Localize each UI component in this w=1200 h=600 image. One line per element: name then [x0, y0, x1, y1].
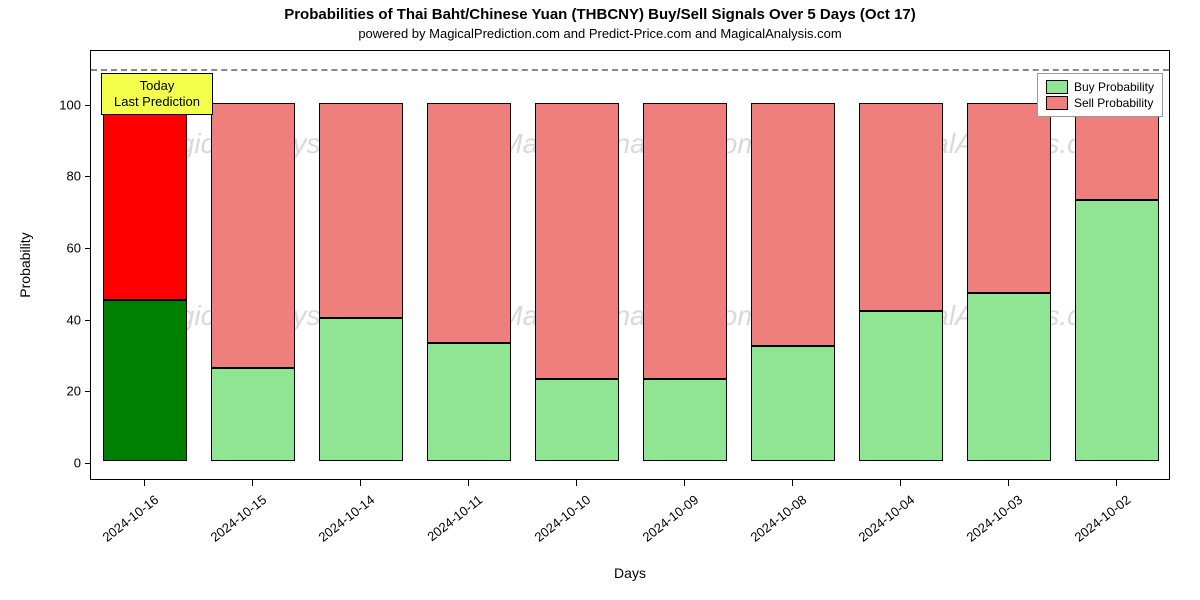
sell-bar [211, 103, 295, 368]
buy-bar [319, 318, 403, 461]
sell-bar [967, 103, 1051, 293]
xtick-label: 2024-10-03 [953, 492, 1025, 553]
xtick-mark [144, 480, 145, 486]
bars-container [91, 51, 1169, 479]
buy-bar [535, 379, 619, 461]
legend-label: Buy Probability [1074, 80, 1154, 94]
chart-title: Probabilities of Thai Baht/Chinese Yuan … [0, 6, 1200, 23]
bar-slot [643, 49, 727, 479]
xtick-mark [576, 480, 577, 486]
legend: Buy Probability Sell Probability [1037, 73, 1163, 117]
xtick-label: 2024-10-14 [305, 492, 377, 553]
bar-slot [427, 49, 511, 479]
legend-item: Buy Probability [1046, 79, 1154, 95]
sell-bar [751, 103, 835, 347]
sell-bar [319, 103, 403, 318]
ytick-label: 20 [41, 384, 81, 399]
buy-bar [427, 343, 511, 461]
xtick-mark [468, 480, 469, 486]
bar-slot [211, 49, 295, 479]
buy-bar [1075, 200, 1159, 462]
legend-swatch [1046, 96, 1068, 110]
sell-bar [103, 103, 187, 300]
xtick-mark [684, 480, 685, 486]
bar-slot [319, 49, 403, 479]
ytick-label: 40 [41, 312, 81, 327]
ytick-label: 0 [41, 456, 81, 471]
xtick-label: 2024-10-02 [1061, 492, 1133, 553]
sell-bar [859, 103, 943, 311]
xtick-label: 2024-10-15 [197, 492, 269, 553]
today-annotation: Today Last Prediction [101, 73, 213, 116]
y-axis-label: Probability [17, 232, 33, 297]
chart-subtitle: powered by MagicalPrediction.com and Pre… [0, 26, 1200, 41]
bar-slot [535, 49, 619, 479]
xtick-mark [1008, 480, 1009, 486]
buy-bar [643, 379, 727, 461]
xtick-mark [360, 480, 361, 486]
buy-bar [751, 346, 835, 461]
plot-area: MagicalAnalysis.comMagicalAnalysis.comMa… [90, 50, 1170, 480]
xtick-label: 2024-10-04 [845, 492, 917, 553]
xtick-label: 2024-10-16 [89, 492, 161, 553]
sell-bar [535, 103, 619, 379]
xtick-label: 2024-10-10 [521, 492, 593, 553]
ytick-label: 60 [41, 241, 81, 256]
chart-figure: Probabilities of Thai Baht/Chinese Yuan … [0, 0, 1200, 600]
legend-label: Sell Probability [1074, 96, 1153, 110]
bar-slot [859, 49, 943, 479]
bar-slot [751, 49, 835, 479]
buy-bar [859, 311, 943, 462]
xtick-mark [252, 480, 253, 486]
legend-item: Sell Probability [1046, 95, 1154, 111]
buy-bar [103, 300, 187, 461]
xtick-label: 2024-10-09 [629, 492, 701, 553]
xtick-mark [1116, 480, 1117, 486]
sell-bar [427, 103, 511, 343]
legend-swatch [1046, 80, 1068, 94]
annotation-line-2: Last Prediction [112, 94, 202, 110]
ytick-label: 80 [41, 169, 81, 184]
sell-bar [643, 103, 727, 379]
x-axis-label: Days [614, 565, 646, 581]
buy-bar [211, 368, 295, 461]
xtick-mark [792, 480, 793, 486]
annotation-line-1: Today [112, 78, 202, 94]
xtick-label: 2024-10-08 [737, 492, 809, 553]
xtick-mark [900, 480, 901, 486]
buy-bar [967, 293, 1051, 461]
ytick-label: 100 [41, 97, 81, 112]
sell-bar [1075, 103, 1159, 200]
xtick-label: 2024-10-11 [413, 492, 485, 553]
